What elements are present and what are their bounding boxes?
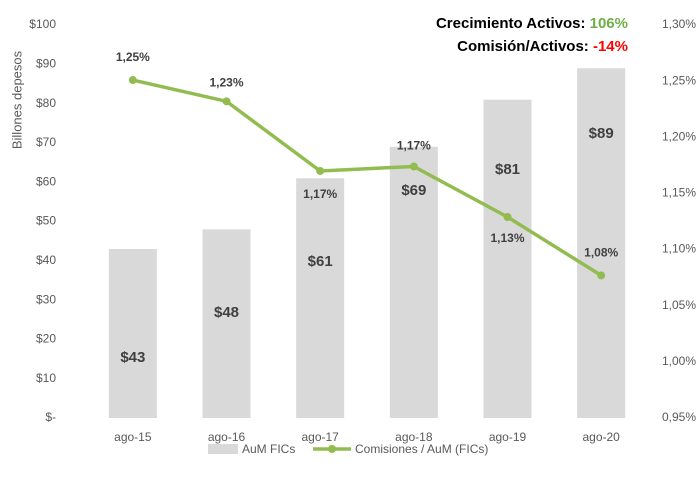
y-tick-label: $50 xyxy=(36,214,56,228)
annotation: Crecimiento Activos: 106% xyxy=(436,15,628,32)
bar-value-label: $61 xyxy=(308,253,333,270)
line-marker xyxy=(128,76,137,85)
y-tick-label: $- xyxy=(45,410,56,424)
y-tick-label: $80 xyxy=(36,96,56,110)
y2-tick-label: 1,05% xyxy=(662,298,696,312)
line-marker xyxy=(503,213,512,222)
y-axis-label: Billones depesos xyxy=(9,50,24,149)
x-tick-label: ago-16 xyxy=(208,430,246,444)
bar xyxy=(483,99,532,419)
x-tick-label: ago-18 xyxy=(395,430,433,444)
legend-label: Comisiones / AuM (FICs) xyxy=(355,442,488,456)
bar-value-label: $81 xyxy=(495,161,520,178)
y2-tick-label: 1,15% xyxy=(662,186,696,200)
y-tick-label: $100 xyxy=(29,17,56,31)
line-value-label: 1,08% xyxy=(584,246,618,260)
line-value-label: 1,17% xyxy=(397,139,431,153)
y-tick-label: $30 xyxy=(36,292,56,306)
y2-tick-label: 1,25% xyxy=(662,73,696,87)
y2-tick-label: 1,10% xyxy=(662,242,696,256)
legend-label: AuM FICs xyxy=(242,442,295,456)
line-marker xyxy=(316,166,325,175)
y-tick-label: $10 xyxy=(36,371,56,385)
annotation-label: Crecimiento Activos: xyxy=(436,15,585,32)
line-marker xyxy=(222,97,231,106)
legend-swatch xyxy=(208,444,238,454)
y-tick-label: $60 xyxy=(36,174,56,188)
bar-value-label: $69 xyxy=(401,182,426,199)
bar-value-label: $48 xyxy=(214,304,239,321)
annotation-value: -14% xyxy=(593,38,628,55)
bar-value-label: $43 xyxy=(120,349,145,366)
legend-swatch xyxy=(328,445,336,453)
y2-tick-label: 1,00% xyxy=(662,354,696,368)
x-tick-label: ago-15 xyxy=(114,430,152,444)
bar xyxy=(389,146,438,418)
line-value-label: 1,23% xyxy=(209,76,243,90)
bar xyxy=(108,249,157,418)
line-value-label: 1,13% xyxy=(490,231,524,245)
y-tick-label: $70 xyxy=(36,135,56,149)
bar-value-label: $89 xyxy=(589,125,614,142)
x-tick-label: ago-17 xyxy=(301,430,339,444)
annotation-label: Comisión/Activos: xyxy=(457,38,589,55)
y2-tick-label: 1,30% xyxy=(662,17,696,31)
line-value-label: 1,25% xyxy=(116,50,150,64)
y-tick-label: $90 xyxy=(36,56,56,70)
line-value-label: 1,17% xyxy=(303,187,337,201)
line-marker xyxy=(597,271,606,280)
bar xyxy=(202,229,251,418)
x-tick-label: ago-19 xyxy=(489,430,527,444)
line-marker xyxy=(409,162,418,171)
x-tick-label: ago-20 xyxy=(582,430,620,444)
y2-tick-label: 1,20% xyxy=(662,129,696,143)
y-tick-label: $20 xyxy=(36,332,56,346)
y-tick-label: $40 xyxy=(36,253,56,267)
annotation-value: 106% xyxy=(590,15,628,32)
annotation: Comisión/Activos: -14% xyxy=(457,38,628,55)
y2-tick-label: 0,95% xyxy=(662,410,696,424)
bar xyxy=(577,68,626,418)
bar xyxy=(296,178,345,418)
line xyxy=(132,78,603,277)
